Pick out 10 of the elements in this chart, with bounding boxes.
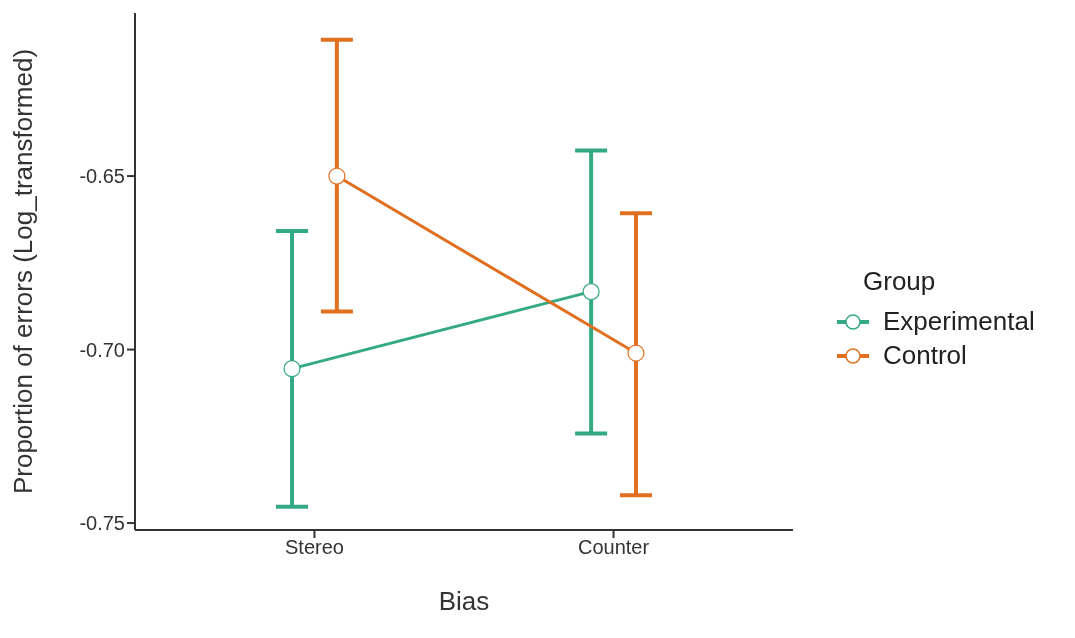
y-tick-label: -0.70 <box>79 338 125 361</box>
x-axis-title: Bias <box>438 586 490 616</box>
y-axis-title: Proportion of errors (Log_transformed) <box>8 48 39 495</box>
legend-label: Experimental <box>883 306 1035 337</box>
legend-title: Group <box>862 265 937 297</box>
y-tick-label: -0.65 <box>79 165 125 188</box>
x-tick-label: Counter <box>577 536 650 559</box>
legend-label: Control <box>883 340 967 371</box>
x-tick-label: Stereo <box>284 536 344 559</box>
y-tick-label: -0.75 <box>79 512 125 535</box>
